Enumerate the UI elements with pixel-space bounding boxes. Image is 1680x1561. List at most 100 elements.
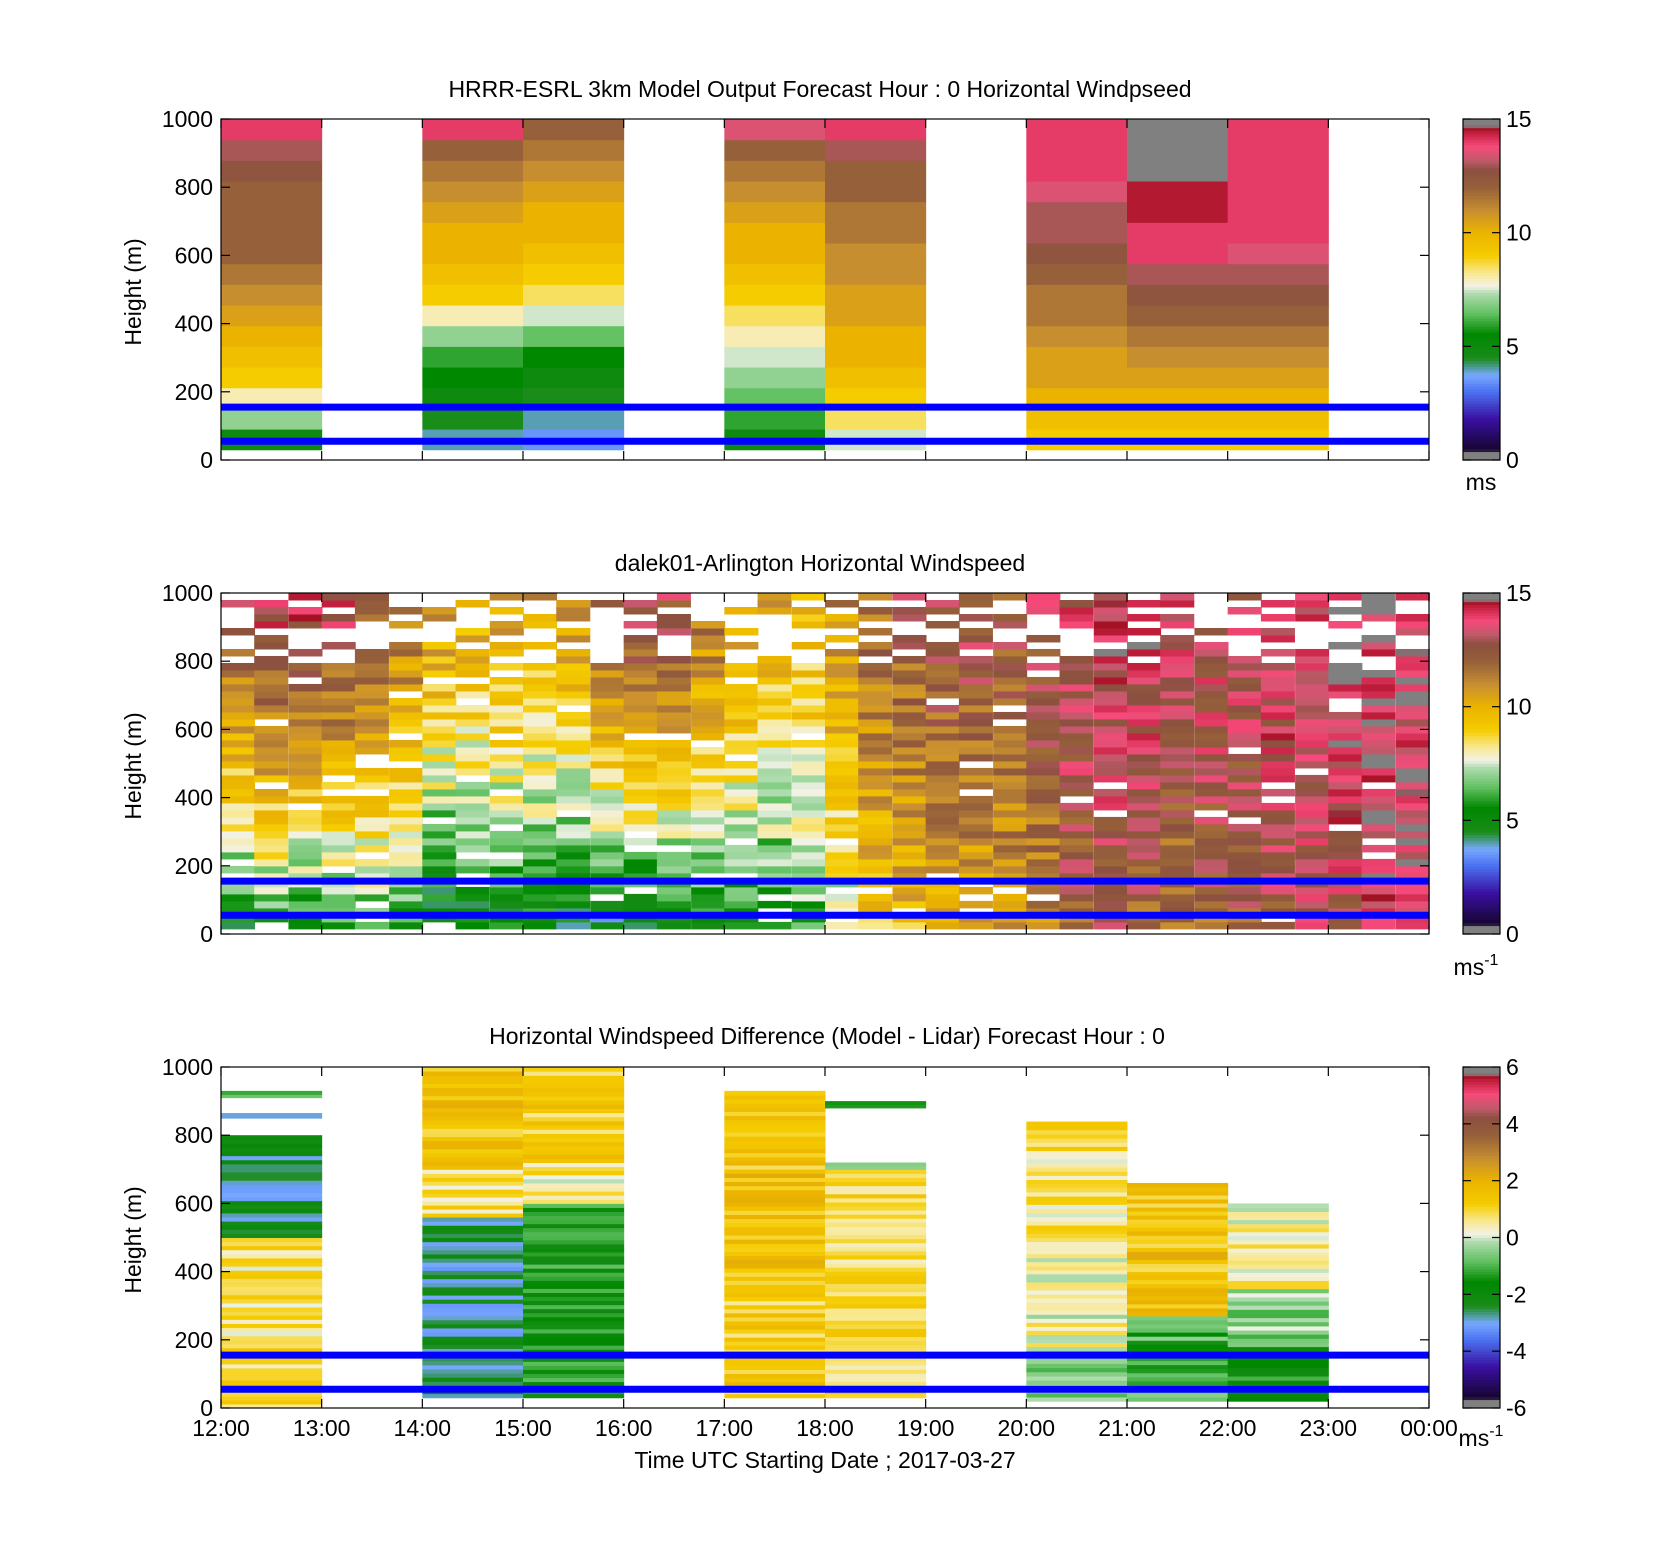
heatmap-cell xyxy=(389,753,424,762)
heatmap-cell xyxy=(724,746,759,755)
colorbar-band xyxy=(1463,894,1500,898)
heatmap-cell xyxy=(858,739,893,748)
colorbar-band xyxy=(1463,1226,1500,1230)
heatmap-cell xyxy=(1361,690,1396,699)
heatmap-cell xyxy=(523,711,558,720)
heatmap-cell xyxy=(1160,739,1195,748)
heatmap-cell xyxy=(791,753,826,762)
heatmap-cell xyxy=(958,711,993,720)
heatmap-cell xyxy=(1227,1321,1329,1327)
colorbar-band xyxy=(1463,1311,1500,1315)
heatmap-cell xyxy=(1295,774,1330,783)
heatmap-cell xyxy=(691,767,726,776)
heatmap-cell xyxy=(1260,774,1295,783)
heatmap-cell xyxy=(1127,1219,1229,1224)
heatmap-cell xyxy=(389,837,424,846)
heatmap-cell xyxy=(523,243,625,265)
colorbar-band xyxy=(1463,283,1500,288)
heatmap-cell xyxy=(523,1104,625,1110)
heatmap-cell xyxy=(221,1262,323,1267)
heatmap-cell xyxy=(1328,739,1363,748)
heatmap-cell xyxy=(1295,606,1330,615)
heatmap-cell xyxy=(523,1133,625,1139)
heatmap-cell xyxy=(1395,872,1430,881)
heatmap-cell xyxy=(1026,408,1128,430)
heatmap-cell xyxy=(389,893,424,902)
heatmap-cell xyxy=(1361,844,1396,853)
heatmap-cell xyxy=(1361,753,1396,762)
heatmap-cell xyxy=(1093,760,1128,769)
colorbar-band xyxy=(1463,147,1500,151)
heatmap-cell xyxy=(724,1090,826,1096)
heatmap-cell xyxy=(724,1239,826,1244)
colorbar-band xyxy=(1463,857,1500,861)
heatmap-cell xyxy=(590,830,625,839)
heatmap-cell xyxy=(523,760,558,769)
heatmap-cell xyxy=(925,809,960,818)
colorbar-band xyxy=(1463,397,1500,401)
heatmap-cell xyxy=(825,181,927,203)
heatmap-cell xyxy=(422,1201,524,1206)
heatmap-cell xyxy=(523,1154,625,1159)
heatmap-cell xyxy=(288,760,323,769)
heatmap-cell xyxy=(892,809,927,818)
heatmap-cell xyxy=(288,865,323,874)
heatmap-cell xyxy=(623,774,658,783)
heatmap-cell xyxy=(825,851,860,860)
heatmap-cell xyxy=(1026,795,1061,804)
heatmap-cell xyxy=(1127,1380,1229,1386)
heatmap-cell xyxy=(825,921,860,930)
heatmap-cell xyxy=(523,387,625,409)
colorbar-band xyxy=(1463,729,1500,733)
heatmap-cell xyxy=(389,641,424,650)
heatmap-cell xyxy=(691,648,726,657)
heatmap-cell xyxy=(791,683,826,692)
heatmap-cell xyxy=(1026,1196,1128,1201)
heatmap-cell xyxy=(993,921,1028,930)
heatmap-cell xyxy=(1260,865,1295,874)
colorbar-band xyxy=(1463,386,1500,390)
heatmap-cell xyxy=(1093,732,1128,741)
heatmap-cell xyxy=(925,802,960,811)
colorbar-band xyxy=(1463,774,1500,779)
heatmap-cell xyxy=(1260,921,1295,930)
heatmap-cell xyxy=(791,795,826,804)
heatmap-cell xyxy=(623,900,658,909)
heatmap-cell xyxy=(523,1308,625,1314)
heatmap-cell xyxy=(1227,1215,1329,1221)
heatmap-cell xyxy=(523,1141,625,1147)
heatmap-cell xyxy=(1194,683,1229,692)
heatmap-cell xyxy=(724,788,759,797)
colorbar-band xyxy=(1463,238,1500,242)
colorbar-band xyxy=(1463,1157,1500,1162)
heatmap-cell xyxy=(422,1303,524,1308)
heatmap-cell xyxy=(825,767,860,776)
heatmap-cell xyxy=(288,844,323,853)
heatmap-cell xyxy=(993,781,1028,790)
heatmap-cell xyxy=(1127,886,1162,895)
heatmap-cell xyxy=(1227,683,1262,692)
heatmap-cell xyxy=(892,690,927,699)
heatmap-cell xyxy=(925,718,960,727)
heatmap-cell xyxy=(556,669,591,678)
heatmap-cell xyxy=(724,1373,826,1379)
heatmap-cell xyxy=(1127,844,1162,853)
colorbar-band xyxy=(1463,209,1500,214)
heatmap-cell xyxy=(389,795,424,804)
colorbar-band xyxy=(1463,380,1500,384)
heatmap-cell xyxy=(1361,599,1396,608)
heatmap-cell xyxy=(523,263,625,285)
heatmap-cell xyxy=(455,662,490,671)
heatmap-cell xyxy=(556,662,591,671)
heatmap-cell xyxy=(1395,620,1430,629)
colorbar-tick-label: 0 xyxy=(1506,447,1519,473)
heatmap-cell xyxy=(1295,662,1330,671)
heatmap-cell xyxy=(825,704,860,713)
heatmap-cell xyxy=(724,1263,826,1269)
heatmap-cell xyxy=(221,181,323,203)
heatmap-cell xyxy=(254,886,289,895)
colorbar-band xyxy=(1463,789,1500,793)
heatmap-cell xyxy=(523,1256,625,1261)
heatmap-cell xyxy=(288,774,323,783)
heatmap-cell xyxy=(1260,760,1295,769)
